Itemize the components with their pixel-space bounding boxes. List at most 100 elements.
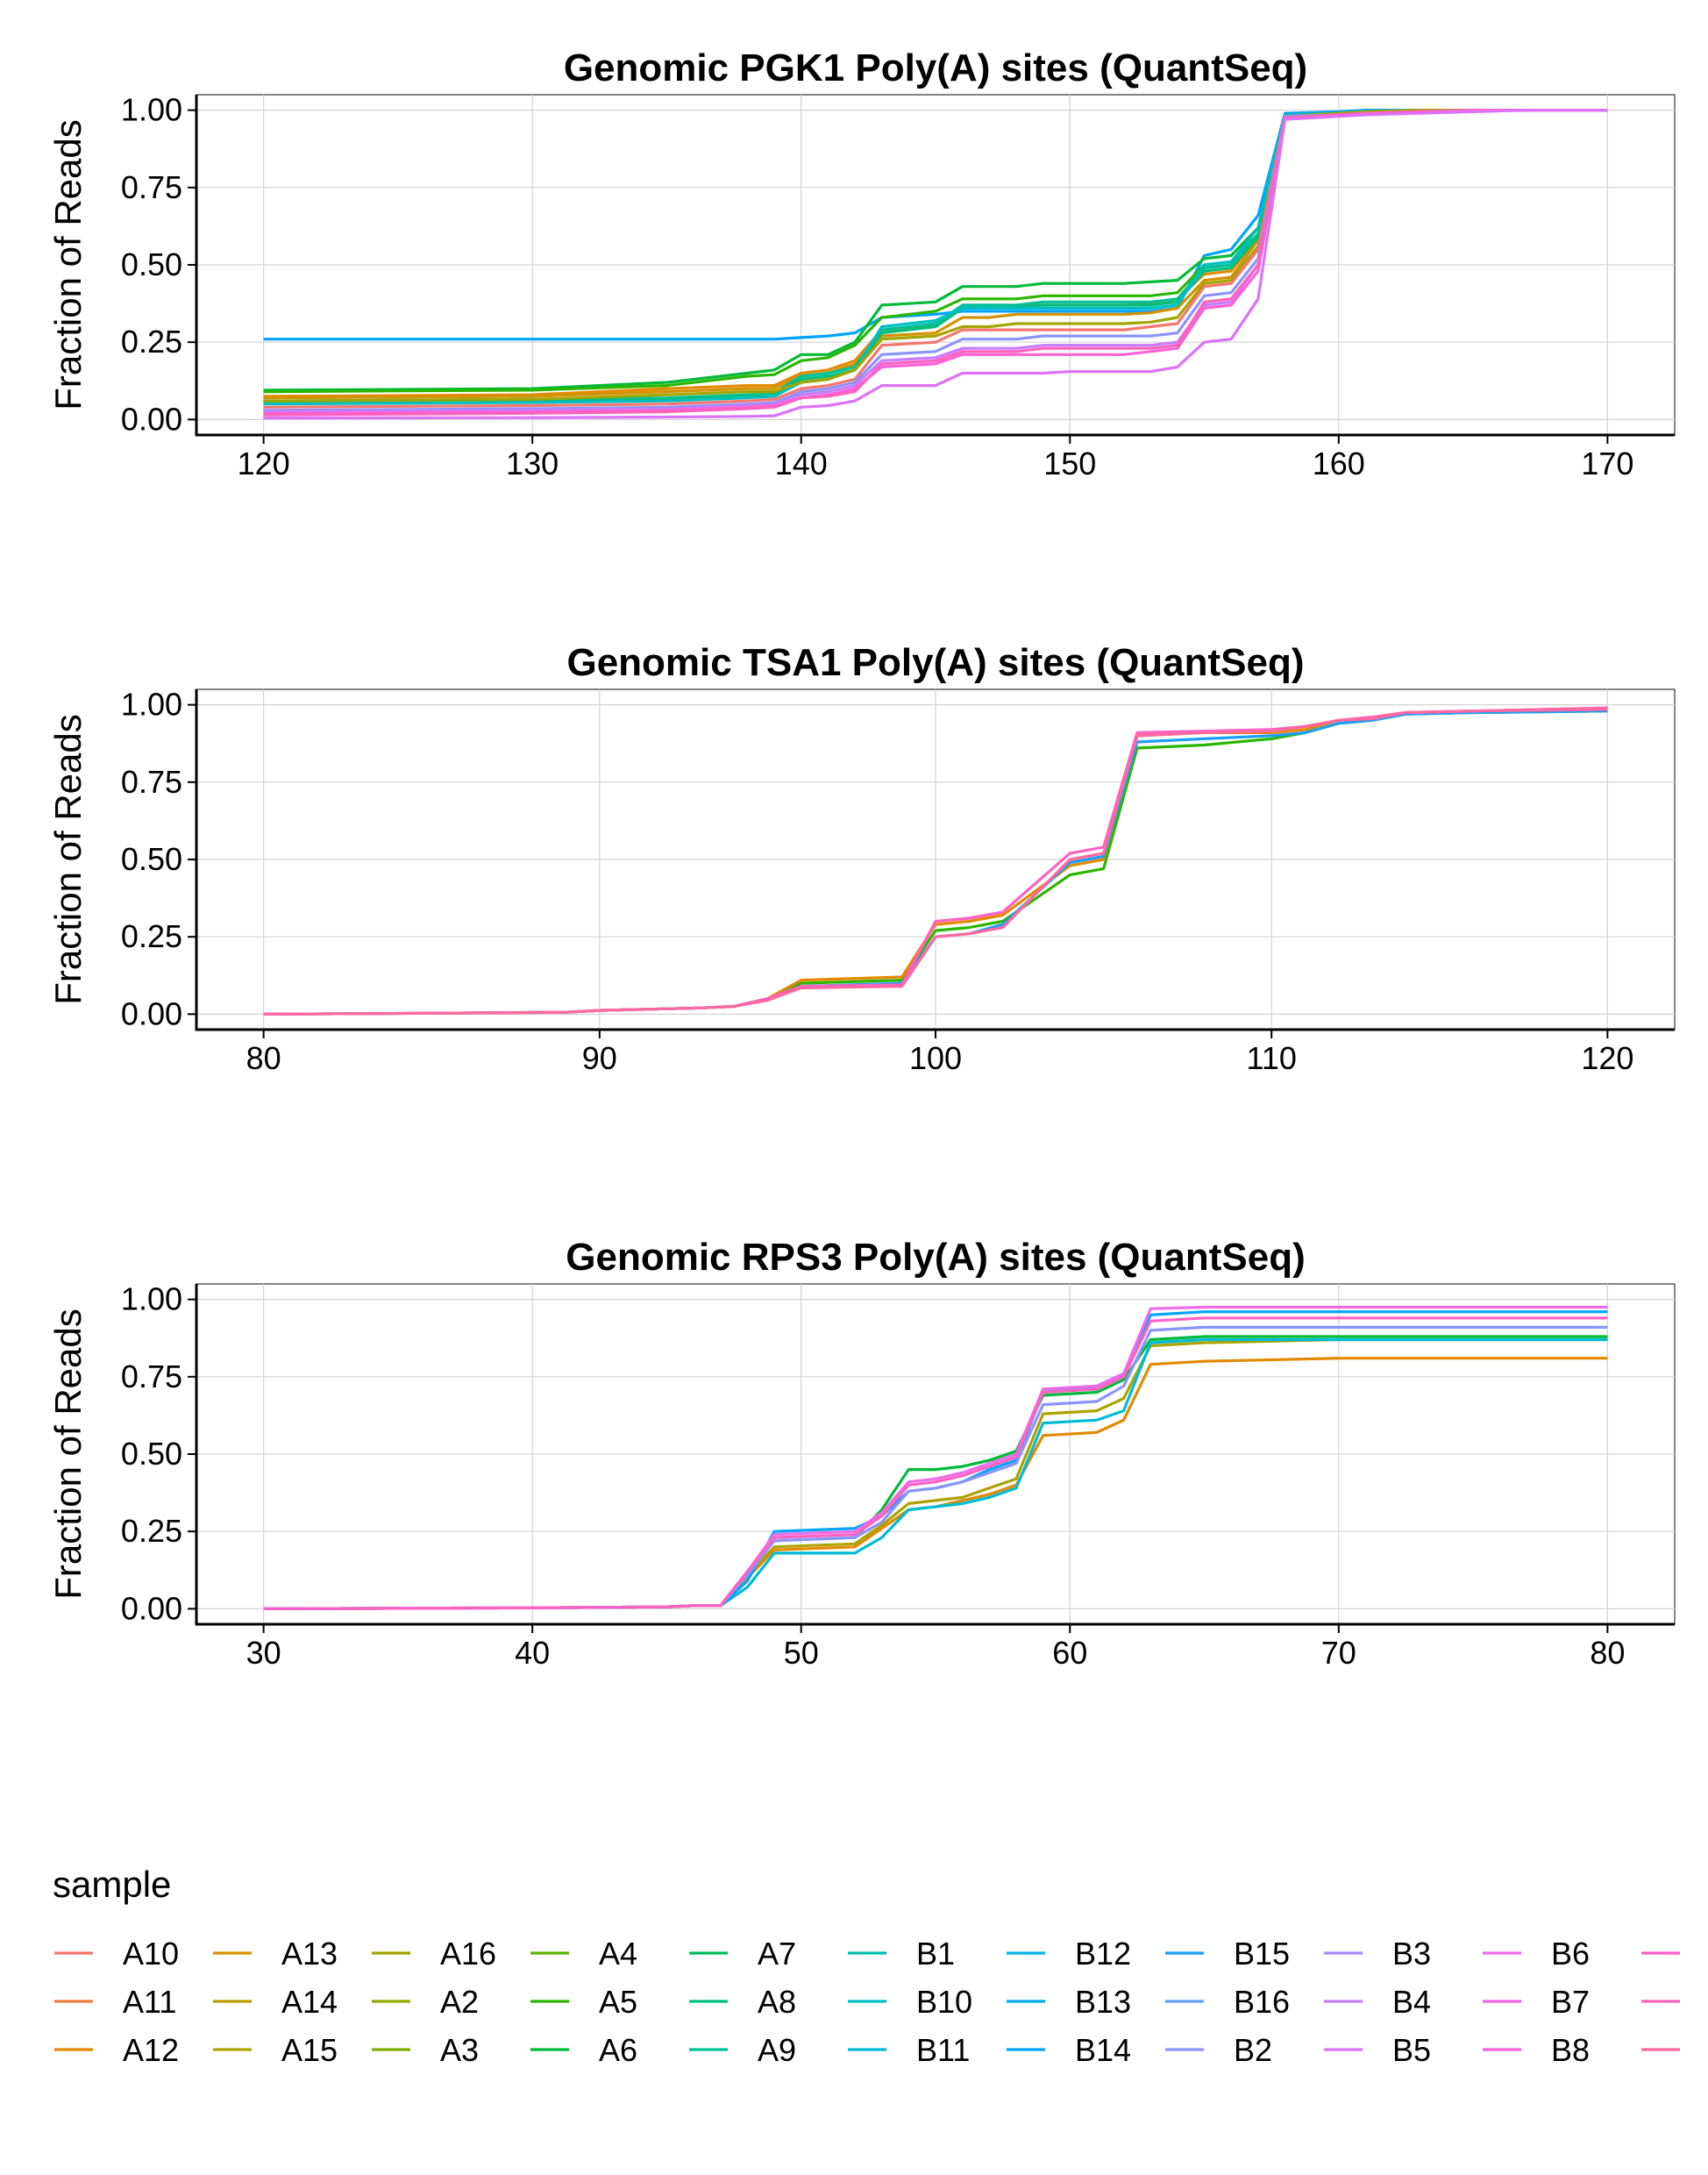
legend-label: B8 [1551,2032,1590,2068]
legend-label: A14 [281,1984,338,2020]
legend-item-A8: A8 [689,1984,796,2020]
legend-item-A16: A16 [372,1936,496,1972]
y-axis-title: Fraction of Reads [47,714,89,1005]
series-line-E2 [263,708,1608,1016]
legend-item-B7: B7 [1483,1984,1590,2020]
x-tick-label: 120 [1581,1040,1633,1076]
legend-item-A6: A6 [530,2032,637,2068]
x-tick-label: 150 [1043,446,1096,481]
legend-label: B6 [1551,1936,1590,1972]
x-tick-label: 80 [1590,1635,1625,1671]
series-line-B5 [263,108,1608,420]
y-tick-label: 0.25 [121,324,182,360]
legend-label: B3 [1392,1936,1431,1972]
legend-item-B4: B4 [1324,1984,1431,2020]
series-line-A16 [263,108,1608,403]
x-tick-label: 80 [246,1040,281,1076]
x-tick-label: 40 [515,1635,550,1671]
chart-panel-2: 80 90 100 110 120 0.00 0.25 0.50 0.75 1.00 Genomic… [47,641,1676,1076]
legend-item-B13: B13 [1007,1984,1131,2020]
y-tick-label: 0.75 [121,1358,182,1394]
legend-item-A7: A7 [689,1936,796,1972]
legend-item-B12: B12 [1007,1936,1131,1972]
legend-item-A2: A2 [372,1984,479,2020]
legend-label: B4 [1392,1984,1431,2020]
series-line-B9 [263,1316,1608,1611]
y-tick-label: 0.50 [121,1436,182,1472]
y-tick-label: 1.00 [121,687,182,723]
legend-label: A3 [440,2032,479,2068]
legend-label: B10 [916,1984,972,2020]
y-tick-label: 0.25 [121,1513,182,1549]
y-tick-label: 0.00 [121,1590,182,1626]
chart-title: Genomic TSA1 Poly(A) sites (QuantSeq) [566,641,1304,684]
legend-item-B9: B9 [1641,1951,1680,1955]
legend-item-B11: B11 [848,2032,970,2068]
legend-item-B15: B15 [1165,1936,1290,1972]
x-tick-label: 60 [1052,1635,1087,1671]
legend-item-A14: A14 [213,1984,338,2020]
x-tick-label: 100 [909,1040,962,1076]
legend-label: A4 [599,1936,637,1972]
legend-item-B6: B6 [1483,1936,1590,1972]
legend-label: B15 [1234,1936,1290,1972]
legend-item-A9: A9 [689,2032,796,2068]
legend-item-A10: A10 [54,1936,179,1972]
legend-label: A11 [123,1984,176,2020]
legend: sample A10 A11 A12 A13 A14 A15 A16 A2 A3 A4 A5 A6 A7 A… [53,1864,1680,2068]
x-tick-label: 130 [506,446,559,481]
legend-item-B14: B14 [1007,2032,1131,2068]
x-tick-label: 170 [1581,446,1633,481]
legend-label: B12 [1075,1936,1131,1972]
legend-label: B7 [1551,1984,1590,2020]
x-tick-label: 30 [246,1635,281,1671]
x-tick-label: 120 [238,446,290,481]
legend-item-B2: B2 [1165,2032,1272,2068]
legend-label: A6 [599,2032,637,2068]
legend-label: A13 [281,1936,338,1972]
series-line-E1 [263,108,1608,417]
chart-title: Genomic RPS3 Poly(A) sites (QuantSeq) [566,1236,1306,1279]
legend-item-B16: B16 [1165,1984,1290,2020]
y-axis-title: Fraction of Reads [47,119,89,410]
legend-label: A7 [758,1936,796,1972]
legend-item-B3: B3 [1324,1936,1431,1972]
legend-label: B11 [916,2032,970,2068]
legend-item-A3: A3 [372,2032,479,2068]
y-tick-label: 0.00 [121,401,182,437]
y-tick-label: 0.00 [121,995,182,1031]
legend-item-A11: A11 [54,1984,176,2020]
legend-label: A9 [758,2032,796,2068]
legend-label: B5 [1392,2032,1431,2068]
legend-item-A12: A12 [54,2032,179,2068]
x-tick-label: 90 [582,1040,617,1076]
x-tick-label: 110 [1246,1040,1296,1076]
y-tick-label: 1.00 [121,1281,182,1317]
legend-label: A8 [758,1984,796,2020]
x-tick-label: 70 [1321,1635,1356,1671]
legend-item-B10: B10 [848,1984,972,2020]
series-line-B14 [263,108,1608,341]
chart-panel-1: 120 130 140 150 160 170 0.00 0.25 0.50 0.75 1.00 Ge… [47,46,1676,481]
y-tick-label: 0.25 [121,918,182,954]
legend-item-A15: A15 [213,2032,338,2068]
chart-panel-3: 30 40 50 60 70 80 0.00 0.25 0.50 0.75 1.00 Genomic … [47,1236,1676,1671]
y-tick-label: 0.50 [121,246,182,282]
y-tick-label: 0.75 [121,169,182,205]
y-tick-label: 0.75 [121,764,182,800]
legend-item-B5: B5 [1324,2032,1431,2068]
legend-item-E1: E1 [1641,2000,1680,2003]
legend-item-B1: B1 [848,1936,955,1972]
legend-item-A5: A5 [530,1984,637,2020]
legend-title: sample [53,1864,171,1905]
legend-label: B1 [916,1936,955,1972]
y-tick-label: 1.00 [121,92,182,128]
x-tick-label: 140 [775,446,828,481]
legend-item-A13: A13 [213,1936,338,1972]
panels: 120 130 140 150 160 170 0.00 0.25 0.50 0.75 1.00 Ge… [47,46,1676,1671]
legend-label: B2 [1234,2032,1272,2068]
legend-label: A10 [123,1936,179,1972]
legend-item-A4: A4 [530,1936,637,1972]
legend-label: A12 [123,2032,179,2068]
